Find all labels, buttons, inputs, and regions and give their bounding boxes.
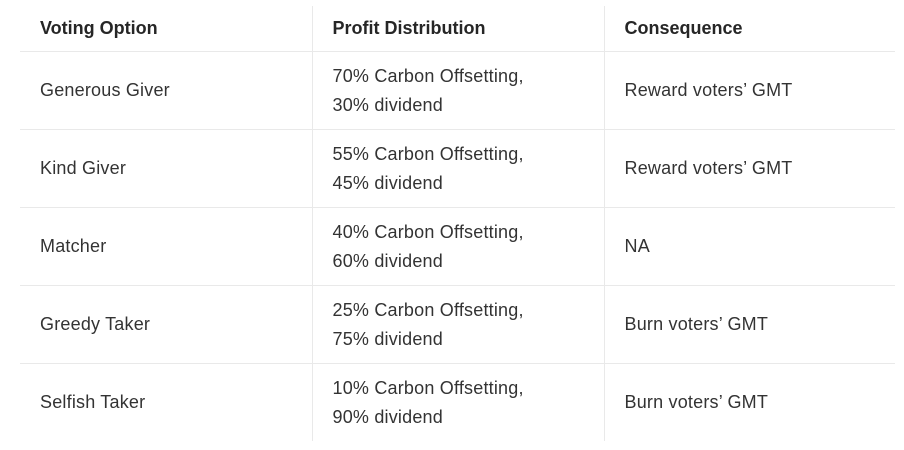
distribution-line: 55% Carbon Offsetting, (332, 143, 524, 164)
distribution-line: 40% Carbon Offsetting, (332, 221, 524, 242)
distribution-line: 70% Carbon Offsetting, (332, 65, 524, 86)
cell-consequence: Reward voters’ GMT (603, 51, 895, 130)
distribution-line: 30% dividend (332, 94, 443, 115)
table-row: Greedy Taker 25% Carbon Offsetting, 75% … (20, 285, 895, 364)
cell-consequence: Burn voters’ GMT (603, 285, 895, 364)
cell-voting-option: Kind Giver (20, 129, 312, 208)
cell-profit-distribution: 70% Carbon Offsetting, 30% dividend (311, 51, 604, 130)
header-profit-distribution: Profit Distribution (311, 6, 604, 52)
voting-options-table-container: Voting Option Profit Distribution Conseq… (20, 6, 895, 441)
cell-consequence: NA (603, 207, 895, 286)
cell-consequence: Burn voters’ GMT (603, 363, 895, 441)
cell-profit-distribution: 55% Carbon Offsetting, 45% dividend (311, 129, 604, 208)
cell-voting-option: Greedy Taker (20, 285, 312, 364)
distribution-line: 45% dividend (332, 172, 443, 193)
cell-consequence: Reward voters’ GMT (603, 129, 895, 208)
table-row: Selfish Taker 10% Carbon Offsetting, 90%… (20, 363, 895, 441)
distribution-line: 75% dividend (332, 328, 443, 349)
header-voting-option: Voting Option (20, 6, 312, 52)
cell-profit-distribution: 40% Carbon Offsetting, 60% dividend (311, 207, 604, 286)
cell-profit-distribution: 25% Carbon Offsetting, 75% dividend (311, 285, 604, 364)
header-consequence: Consequence (603, 6, 895, 52)
table-header: Voting Option Profit Distribution Conseq… (20, 6, 895, 52)
table-body: Generous Giver 70% Carbon Offsetting, 30… (20, 51, 895, 441)
cell-voting-option: Generous Giver (20, 51, 312, 130)
distribution-line: 90% dividend (332, 406, 443, 427)
distribution-line: 10% Carbon Offsetting, (332, 377, 524, 398)
voting-options-table: Voting Option Profit Distribution Conseq… (20, 6, 895, 441)
table-row: Generous Giver 70% Carbon Offsetting, 30… (20, 51, 895, 130)
cell-profit-distribution: 10% Carbon Offsetting, 90% dividend (311, 363, 604, 441)
cell-voting-option: Selfish Taker (40, 392, 146, 412)
distribution-line: 60% dividend (332, 250, 443, 271)
table-row: Matcher 40% Carbon Offsetting, 60% divid… (20, 207, 895, 286)
table-row: Kind Giver 55% Carbon Offsetting, 45% di… (20, 129, 895, 208)
distribution-line: 25% Carbon Offsetting, (332, 299, 524, 320)
cell-voting-option: Matcher (20, 207, 312, 286)
header-row: Voting Option Profit Distribution Conseq… (20, 6, 895, 52)
